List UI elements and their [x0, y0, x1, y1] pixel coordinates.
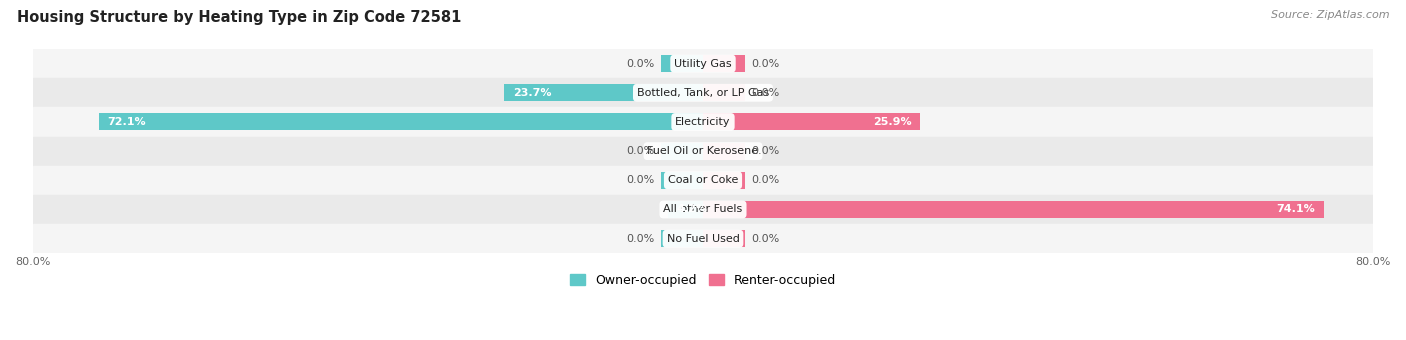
Text: 72.1%: 72.1%	[107, 117, 146, 127]
Bar	[661, 172, 703, 189]
Text: 23.7%: 23.7%	[513, 88, 551, 98]
Text: 0.0%: 0.0%	[752, 234, 780, 244]
Bar	[661, 55, 703, 72]
Bar	[703, 201, 1324, 218]
Text: Coal or Coke: Coal or Coke	[668, 175, 738, 185]
Bar	[32, 166, 1374, 195]
Text: 0.0%: 0.0%	[626, 175, 654, 185]
Bar	[505, 84, 703, 101]
Text: Electricity: Electricity	[675, 117, 731, 127]
Bar	[661, 143, 703, 159]
Text: Bottled, Tank, or LP Gas: Bottled, Tank, or LP Gas	[637, 88, 769, 98]
Bar	[668, 201, 703, 218]
Text: No Fuel Used: No Fuel Used	[666, 234, 740, 244]
Bar	[32, 224, 1374, 253]
Bar	[32, 78, 1374, 107]
Text: 0.0%: 0.0%	[752, 175, 780, 185]
Text: 0.0%: 0.0%	[626, 58, 654, 69]
Bar	[32, 49, 1374, 78]
Bar	[703, 55, 745, 72]
Text: Source: ZipAtlas.com: Source: ZipAtlas.com	[1271, 10, 1389, 20]
Text: Housing Structure by Heating Type in Zip Code 72581: Housing Structure by Heating Type in Zip…	[17, 10, 461, 25]
Text: 4.2%: 4.2%	[676, 204, 707, 215]
Text: 0.0%: 0.0%	[752, 146, 780, 156]
Bar	[703, 230, 745, 247]
Text: 74.1%: 74.1%	[1277, 204, 1316, 215]
Bar	[703, 84, 745, 101]
Text: Utility Gas: Utility Gas	[675, 58, 731, 69]
Bar	[661, 230, 703, 247]
Text: All other Fuels: All other Fuels	[664, 204, 742, 215]
Text: 0.0%: 0.0%	[626, 146, 654, 156]
Bar	[98, 114, 703, 131]
Text: 0.0%: 0.0%	[752, 58, 780, 69]
Bar	[703, 143, 745, 159]
Text: 25.9%: 25.9%	[873, 117, 911, 127]
Bar	[703, 172, 745, 189]
Bar	[32, 107, 1374, 137]
Text: Fuel Oil or Kerosene: Fuel Oil or Kerosene	[647, 146, 759, 156]
Bar	[32, 195, 1374, 224]
Bar	[703, 114, 920, 131]
Text: 0.0%: 0.0%	[752, 88, 780, 98]
Bar	[32, 137, 1374, 166]
Text: 0.0%: 0.0%	[626, 234, 654, 244]
Legend: Owner-occupied, Renter-occupied: Owner-occupied, Renter-occupied	[565, 269, 841, 292]
